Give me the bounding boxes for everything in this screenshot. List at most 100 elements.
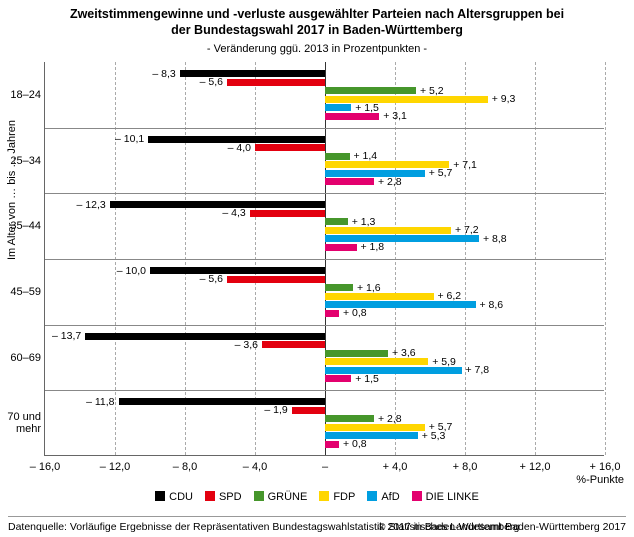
legend-item: FDP xyxy=(319,491,355,503)
bar-value-label: + 7,8 xyxy=(466,364,490,376)
bar xyxy=(110,201,325,208)
bar xyxy=(325,367,462,374)
bar-value-label: + 3,1 xyxy=(383,110,407,122)
bar xyxy=(325,284,353,291)
bar xyxy=(227,276,325,283)
bar xyxy=(325,104,351,111)
bar-value-label: – 8,3 xyxy=(152,68,175,80)
legend: CDU SPD GRÜNE FDP AfD DIE LINKE xyxy=(0,491,634,503)
bar-value-label: + 1,5 xyxy=(355,373,379,385)
bar-value-label: – 4,3 xyxy=(222,207,245,219)
legend-item: CDU xyxy=(155,491,193,503)
bar xyxy=(150,267,325,274)
x-tick-label: – 4,0 xyxy=(243,461,267,473)
legend-swatch xyxy=(155,491,165,501)
bar-value-label: + 8,6 xyxy=(480,299,504,311)
bar-value-label: – 13,7 xyxy=(52,330,81,342)
bar-value-label: + 7,1 xyxy=(453,159,477,171)
legend-swatch xyxy=(319,491,329,501)
bar xyxy=(325,350,388,357)
legend-label: FDP xyxy=(333,491,355,503)
bar xyxy=(325,244,357,251)
legend-item: AfD xyxy=(367,491,399,503)
group-separator xyxy=(45,259,604,260)
footer-divider xyxy=(8,516,626,517)
group-separator xyxy=(45,325,604,326)
bar-value-label: – 12,3 xyxy=(77,199,106,211)
legend-item: SPD xyxy=(205,491,242,503)
x-tick-label: + 8,0 xyxy=(453,461,478,473)
bar xyxy=(325,424,425,431)
bar xyxy=(325,293,434,300)
bar-value-label: – 10,1 xyxy=(115,133,144,145)
x-axis-label: %-Punkte xyxy=(576,474,624,486)
chart-area: – 16,0– 12,0– 8,0– 4,0–+ 4,0+ 8,0+ 12,0+… xyxy=(44,62,604,456)
y-tick-label: 35–44 xyxy=(10,220,41,232)
bar xyxy=(325,218,348,225)
bar-value-label: + 5,7 xyxy=(429,167,453,179)
legend-swatch xyxy=(412,491,422,501)
bar xyxy=(325,113,379,120)
y-tick-label: 45–59 xyxy=(10,286,41,298)
legend-label: AfD xyxy=(381,491,399,503)
copyright: © Statistisches Landesamt Baden-Württemb… xyxy=(378,521,626,533)
bar-value-label: + 0,8 xyxy=(343,307,367,319)
bar xyxy=(325,87,416,94)
bar-value-label: – 4,0 xyxy=(228,142,251,154)
bar xyxy=(325,432,418,439)
bar xyxy=(250,210,325,217)
bar-value-label: – 11,8 xyxy=(86,396,114,408)
bar-value-label: + 2,8 xyxy=(378,176,402,188)
x-tick-label: + 16,0 xyxy=(590,461,621,473)
bar-value-label: – 5,6 xyxy=(200,76,223,88)
x-tick-label: – 12,0 xyxy=(100,461,131,473)
legend-label: CDU xyxy=(169,491,193,503)
legend-item: DIE LINKE xyxy=(412,491,479,503)
bar xyxy=(325,441,339,448)
legend-item: GRÜNE xyxy=(254,491,308,503)
y-tick-label: 70 undmehr xyxy=(7,411,41,435)
bar xyxy=(325,235,479,242)
x-tick-label: + 12,0 xyxy=(520,461,551,473)
bar xyxy=(325,227,451,234)
bar xyxy=(262,341,325,348)
bar xyxy=(227,79,325,86)
bar-value-label: – 3,6 xyxy=(235,339,258,351)
legend-label: GRÜNE xyxy=(268,491,308,503)
bar xyxy=(325,96,488,103)
bar xyxy=(325,375,351,382)
x-tick-label: – xyxy=(322,461,328,473)
bar-value-label: – 5,6 xyxy=(200,273,223,285)
bar xyxy=(325,358,428,365)
bar xyxy=(325,415,374,422)
bar-value-label: – 10,0 xyxy=(117,265,146,277)
y-tick-label: 25–34 xyxy=(10,155,41,167)
legend-swatch xyxy=(254,491,264,501)
bar xyxy=(325,178,374,185)
bar xyxy=(255,144,325,151)
x-tick-label: – 16,0 xyxy=(30,461,61,473)
x-tick-label: – 8,0 xyxy=(173,461,197,473)
group-separator xyxy=(45,128,604,129)
y-axis-label: Im Alter von … bis … Jahren xyxy=(6,120,18,260)
subtitle: - Veränderung ggü. 2013 in Prozentpunkte… xyxy=(0,43,634,55)
legend-label: SPD xyxy=(219,491,242,503)
bar-value-label: + 1,8 xyxy=(361,241,385,253)
legend-swatch xyxy=(367,491,377,501)
bar-value-label: – 1,9 xyxy=(264,404,287,416)
x-tick-label: + 4,0 xyxy=(383,461,408,473)
bar-value-label: + 8,8 xyxy=(483,233,507,245)
bar xyxy=(292,407,325,414)
bar xyxy=(325,153,350,160)
bar-value-label: + 5,3 xyxy=(422,430,446,442)
y-tick-label: 60–69 xyxy=(10,352,41,364)
y-tick-label: 18–24 xyxy=(10,89,41,101)
bar xyxy=(119,398,326,405)
page-title-line1: Zweitstimmengewinne und -verluste ausgew… xyxy=(70,7,564,21)
bar-value-label: + 9,3 xyxy=(492,93,516,105)
group-separator xyxy=(45,193,604,194)
gridline xyxy=(605,62,606,455)
bar xyxy=(85,333,325,340)
legend-swatch xyxy=(205,491,215,501)
bar xyxy=(325,170,425,177)
